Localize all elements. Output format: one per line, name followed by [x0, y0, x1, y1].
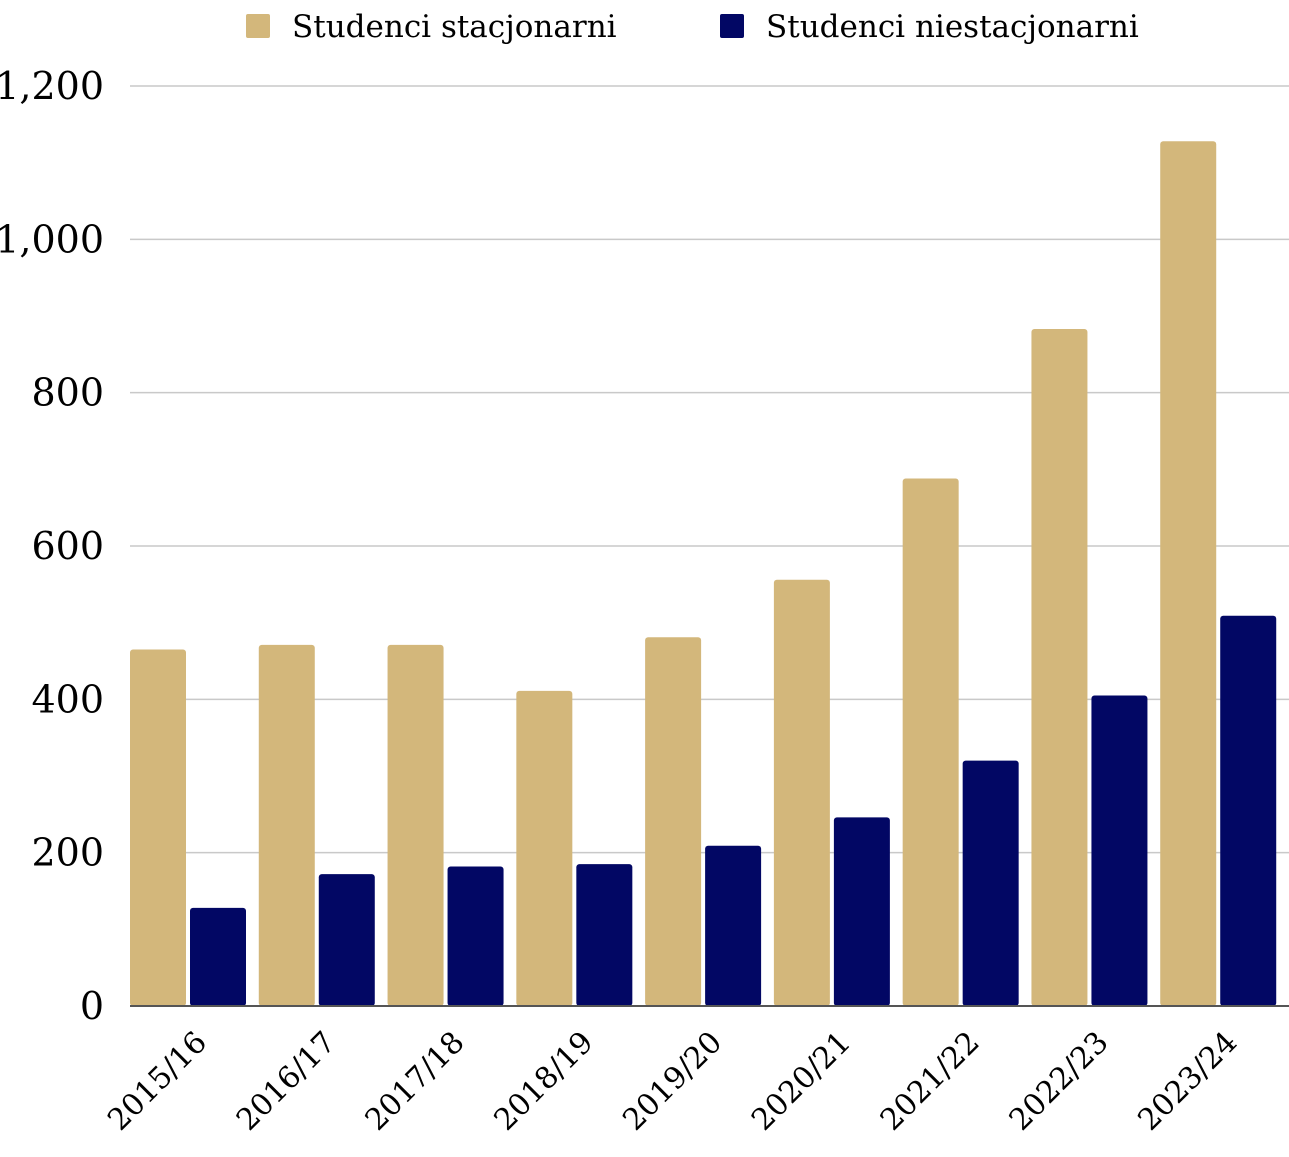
bar-niestacjonarni: [576, 864, 633, 1006]
x-tick-label: 2016/17: [230, 1025, 343, 1138]
x-tick-label: 2020/21: [745, 1025, 858, 1138]
x-tick-label: 2018/19: [487, 1025, 600, 1138]
legend-swatch: [246, 14, 270, 38]
y-tick-label: 0: [80, 984, 104, 1028]
x-tick-label: 2015/16: [101, 1025, 214, 1138]
bar-niestacjonarni: [1091, 695, 1148, 1006]
bars: [130, 141, 1277, 1006]
x-tick-label: 2022/23: [1003, 1025, 1116, 1138]
legend-label: Studenci niestacjonarni: [766, 9, 1139, 45]
legend: Studenci stacjonarni Studenci niestacjona…: [246, 9, 1139, 45]
legend-swatch: [720, 14, 744, 38]
y-tick-label: 200: [31, 831, 104, 875]
y-tick-label: 400: [31, 677, 104, 721]
bar-niestacjonarni: [190, 907, 246, 1006]
y-tick-label: 800: [31, 371, 104, 415]
x-tick-label: 2017/18: [359, 1025, 472, 1138]
x-tick-label: 2019/20: [616, 1025, 729, 1138]
bar-niestacjonarni: [1220, 615, 1277, 1006]
bar-stacjonarni: [773, 579, 830, 1006]
bar-stacjonarni: [258, 644, 315, 1006]
x-tick-label: 2023/24: [1131, 1025, 1244, 1138]
bar-niestacjonarni: [833, 817, 890, 1006]
bar-niestacjonarni: [447, 866, 504, 1006]
y-tick-label: 1,200: [0, 64, 104, 108]
y-tick-label: 600: [31, 524, 104, 568]
bar-niestacjonarni: [318, 874, 375, 1006]
bar-stacjonarni: [1031, 329, 1088, 1006]
bar-stacjonarni: [387, 644, 444, 1006]
bar-stacjonarni: [130, 649, 186, 1006]
bar-stacjonarni: [902, 478, 959, 1006]
legend-label: Studenci stacjonarni: [292, 9, 617, 45]
y-tick-label: 1,000: [0, 217, 104, 261]
bar-stacjonarni: [1160, 141, 1217, 1006]
bar-stacjonarni: [516, 690, 573, 1006]
bar-niestacjonarni: [962, 760, 1019, 1006]
x-tick-label: 2021/22: [874, 1025, 987, 1138]
bar-stacjonarni: [645, 637, 702, 1006]
bar-niestacjonarni: [705, 845, 762, 1006]
